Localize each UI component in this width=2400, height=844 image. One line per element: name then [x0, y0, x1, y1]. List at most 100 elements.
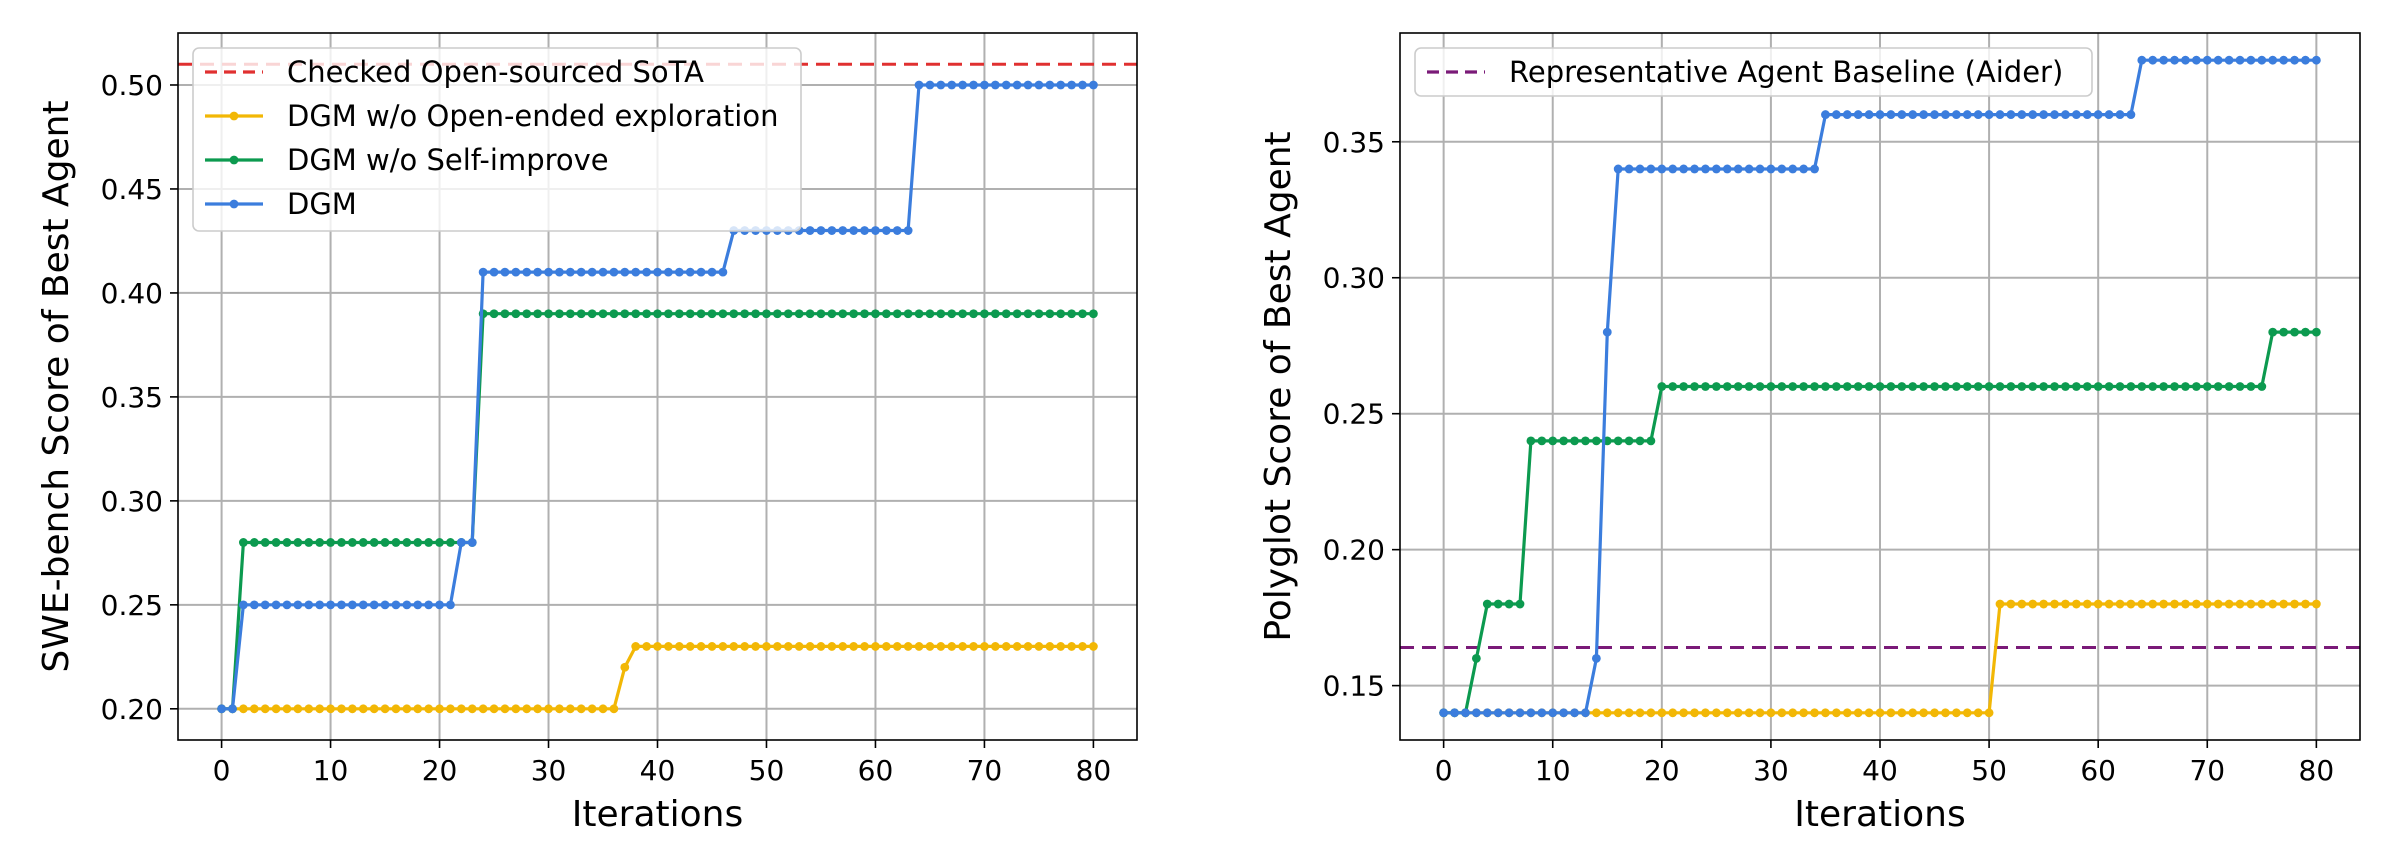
data-point	[1471, 708, 1481, 718]
data-point	[892, 226, 902, 235]
data-point	[642, 267, 652, 277]
data-point	[1581, 708, 1590, 718]
data-point	[881, 642, 891, 651]
data-point	[2082, 110, 2092, 119]
data-point	[1777, 708, 1787, 718]
data-point	[1810, 382, 1819, 391]
data-point	[2028, 599, 2038, 609]
data-point	[1755, 164, 1765, 174]
data-point	[751, 642, 760, 651]
data-point	[598, 267, 608, 277]
data-point	[1853, 382, 1863, 391]
data-point	[1984, 708, 1994, 718]
data-point	[249, 704, 259, 714]
data-point	[478, 704, 488, 714]
data-point	[2126, 599, 2136, 609]
data-point	[914, 309, 924, 319]
data-point	[2039, 382, 2049, 391]
data-point	[1089, 80, 1098, 90]
data-point	[1045, 309, 1055, 319]
data-point	[2093, 599, 2103, 609]
data-point	[2235, 55, 2245, 65]
data-point	[1744, 164, 1754, 174]
data-point	[1078, 309, 1087, 319]
data-point	[2235, 599, 2245, 609]
data-point	[1897, 110, 1907, 119]
data-point	[685, 267, 695, 277]
data-point	[1613, 436, 1623, 446]
data-point	[249, 600, 259, 610]
data-point	[1690, 382, 1699, 391]
data-point	[740, 642, 750, 651]
y-axis-label: SWE-bench Score of Best Agent	[36, 100, 77, 672]
data-point	[827, 226, 837, 235]
data-point	[1886, 708, 1896, 718]
data-point	[674, 309, 684, 319]
data-point	[598, 704, 608, 714]
data-point	[1886, 110, 1896, 119]
data-point	[1613, 164, 1623, 174]
data-point	[2126, 382, 2136, 391]
x-axis: 0 10 20 30 40 50 60 70 80	[213, 740, 1111, 787]
data-point	[969, 309, 978, 319]
data-point	[783, 642, 793, 651]
data-point	[2202, 599, 2212, 609]
data-point	[402, 704, 412, 714]
data-point	[903, 309, 913, 319]
data-point	[1056, 642, 1066, 651]
data-point	[587, 704, 597, 714]
data-point	[2311, 599, 2321, 609]
data-point	[293, 600, 303, 610]
data-point	[2224, 55, 2234, 65]
data-point	[2104, 382, 2114, 391]
data-point	[1875, 708, 1885, 718]
data-point	[1711, 164, 1721, 174]
data-point	[1799, 164, 1809, 174]
data-point	[816, 226, 826, 235]
data-point	[1559, 708, 1569, 718]
data-point	[2279, 599, 2289, 609]
y-tick-label: 0.25	[101, 589, 163, 622]
data-point	[663, 309, 673, 319]
data-point	[1777, 164, 1787, 174]
plot-area	[178, 62, 1137, 714]
data-point	[740, 309, 750, 319]
data-point	[1842, 708, 1852, 718]
data-point	[653, 642, 662, 651]
data-point	[544, 704, 553, 714]
data-point	[1690, 708, 1699, 718]
y-tick-label: 0.15	[1323, 670, 1385, 703]
data-point	[729, 642, 739, 651]
data-point	[653, 267, 662, 277]
data-point	[1919, 110, 1929, 119]
data-point	[1067, 309, 1077, 319]
data-point	[2017, 599, 2027, 609]
data-point	[1668, 164, 1678, 174]
data-point	[772, 309, 782, 319]
data-point	[2159, 599, 2169, 609]
data-point	[1733, 382, 1743, 391]
data-point	[729, 309, 739, 319]
data-point	[555, 309, 564, 319]
data-point	[2301, 327, 2310, 337]
data-point	[1973, 708, 1983, 718]
legend-label: DGM w/o Self-improve	[287, 143, 609, 177]
data-point	[1864, 708, 1874, 718]
data-point	[2148, 55, 2158, 65]
data-point	[2071, 382, 2081, 391]
data-point	[587, 267, 597, 277]
data-point	[1078, 80, 1087, 90]
data-point	[1624, 708, 1634, 718]
data-point	[631, 267, 641, 277]
data-point	[1711, 708, 1721, 718]
data-point	[1461, 708, 1470, 718]
x-tick-label: 60	[2080, 754, 2116, 787]
data-point	[2061, 110, 2070, 119]
data-point	[958, 80, 968, 90]
data-point	[489, 309, 499, 319]
data-point	[2246, 599, 2256, 609]
data-point	[2148, 382, 2158, 391]
data-point	[620, 662, 630, 672]
data-point	[1788, 164, 1798, 174]
data-point	[271, 704, 281, 714]
